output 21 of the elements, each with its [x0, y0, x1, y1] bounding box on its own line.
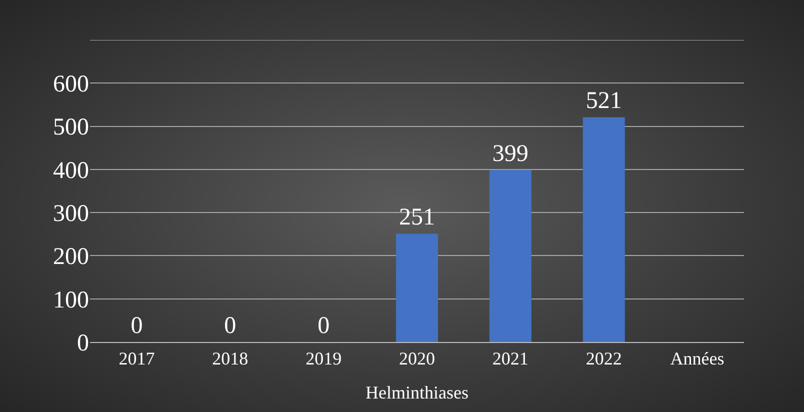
y-tick-label: 500	[53, 114, 89, 141]
x-axis-title: Helminthiases	[366, 382, 468, 403]
x-tick-label: 2020	[399, 348, 435, 369]
x-tick-label: 2017	[118, 348, 155, 369]
y-tick-label: 600	[53, 72, 89, 98]
data-label: 521	[586, 88, 622, 114]
data-label: 399	[492, 140, 528, 167]
y-tick-label: 100	[53, 287, 89, 314]
x-tick-label: 2018	[212, 348, 248, 369]
y-tick-label: 0	[77, 330, 89, 356]
x-tick-label: 2019	[306, 348, 342, 369]
y-tick-label: 300	[53, 200, 89, 227]
y-tick-label: 200	[53, 244, 89, 270]
x-tick-label: 2021	[492, 348, 528, 369]
data-label: 0	[130, 313, 143, 339]
data-label: 251	[399, 204, 435, 231]
data-label: 0	[318, 313, 330, 339]
x-tick-label: Années	[670, 348, 724, 369]
data-label: 0	[224, 313, 236, 339]
x-tick-label: 2022	[586, 348, 622, 369]
y-tick-label: 400	[53, 158, 89, 184]
